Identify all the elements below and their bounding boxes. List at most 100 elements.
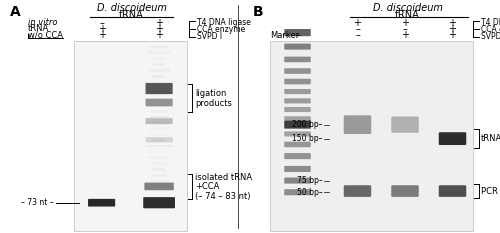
- Bar: [153, 139, 166, 142]
- Text: tRNA: tRNA: [28, 24, 49, 33]
- Bar: [152, 162, 166, 165]
- Text: –: –: [99, 18, 104, 27]
- Text: D. discoideum: D. discoideum: [372, 3, 442, 14]
- FancyBboxPatch shape: [284, 79, 311, 84]
- Text: (– 74 – 83 nt): (– 74 – 83 nt): [195, 192, 250, 201]
- FancyBboxPatch shape: [439, 185, 466, 197]
- Bar: [148, 127, 170, 130]
- Text: –: –: [355, 30, 360, 40]
- Text: tRNA: tRNA: [395, 10, 420, 21]
- FancyBboxPatch shape: [391, 185, 419, 197]
- Text: –: –: [402, 24, 407, 34]
- Text: +CCA: +CCA: [195, 182, 219, 191]
- Text: SVPD I: SVPD I: [197, 32, 222, 41]
- FancyBboxPatch shape: [146, 83, 172, 94]
- FancyBboxPatch shape: [284, 142, 311, 147]
- Text: 50 bp–: 50 bp–: [297, 188, 322, 197]
- Text: –: –: [355, 24, 360, 34]
- FancyBboxPatch shape: [284, 57, 311, 62]
- FancyBboxPatch shape: [284, 29, 311, 36]
- FancyBboxPatch shape: [391, 116, 419, 133]
- Bar: [270, 41, 472, 231]
- Bar: [149, 185, 170, 188]
- FancyBboxPatch shape: [143, 197, 175, 208]
- Bar: [148, 133, 170, 136]
- Text: D. discoideum: D. discoideum: [96, 3, 166, 14]
- FancyBboxPatch shape: [146, 99, 172, 106]
- Text: w/o CCA: w/o CCA: [28, 31, 63, 40]
- Text: 200 bp–: 200 bp–: [292, 120, 322, 129]
- FancyBboxPatch shape: [284, 121, 311, 129]
- FancyBboxPatch shape: [284, 166, 311, 172]
- Bar: [153, 75, 165, 78]
- Text: 150 bp–: 150 bp–: [292, 134, 322, 143]
- Bar: [151, 92, 168, 95]
- Text: tRNA: tRNA: [119, 10, 144, 21]
- Text: CCA enzyme: CCA enzyme: [197, 25, 246, 34]
- FancyBboxPatch shape: [344, 185, 371, 197]
- Text: +: +: [448, 30, 456, 40]
- Text: +: +: [155, 24, 163, 34]
- FancyBboxPatch shape: [284, 107, 311, 112]
- Text: +: +: [401, 18, 409, 27]
- Bar: [153, 168, 165, 171]
- FancyBboxPatch shape: [284, 89, 311, 94]
- Bar: [148, 104, 170, 107]
- Text: T4 DNA ligase: T4 DNA ligase: [481, 18, 500, 27]
- FancyBboxPatch shape: [88, 199, 115, 207]
- Text: +: +: [354, 18, 362, 27]
- Text: –: –: [295, 30, 300, 40]
- FancyBboxPatch shape: [284, 189, 311, 195]
- Text: +: +: [98, 24, 106, 34]
- Text: Marker: Marker: [270, 31, 299, 40]
- FancyBboxPatch shape: [439, 132, 466, 145]
- FancyBboxPatch shape: [146, 118, 172, 124]
- FancyBboxPatch shape: [284, 44, 311, 50]
- Text: +: +: [401, 30, 409, 40]
- Bar: [150, 46, 168, 48]
- Bar: [150, 116, 169, 118]
- Bar: [74, 41, 186, 231]
- Text: tRNA: tRNA: [481, 134, 500, 143]
- Bar: [153, 63, 166, 66]
- FancyBboxPatch shape: [284, 98, 311, 103]
- Bar: [151, 110, 167, 113]
- FancyBboxPatch shape: [146, 137, 172, 142]
- Bar: [150, 98, 169, 101]
- Text: in vitro: in vitro: [28, 18, 58, 27]
- Bar: [152, 174, 167, 177]
- Text: products: products: [195, 99, 232, 108]
- Text: ligation: ligation: [195, 89, 226, 98]
- Bar: [148, 51, 171, 54]
- FancyBboxPatch shape: [144, 183, 174, 190]
- Bar: [148, 156, 171, 159]
- Text: +: +: [448, 24, 456, 34]
- Bar: [152, 57, 166, 60]
- Bar: [151, 151, 168, 153]
- Text: CCA enzyme: CCA enzyme: [481, 25, 500, 34]
- Text: +: +: [155, 18, 163, 27]
- Text: T4 DNA ligase: T4 DNA ligase: [197, 18, 251, 27]
- Text: B: B: [252, 5, 263, 19]
- Bar: [151, 180, 168, 182]
- Text: +: +: [155, 30, 163, 40]
- FancyBboxPatch shape: [284, 116, 311, 121]
- Text: – 73 nt –: – 73 nt –: [20, 198, 54, 207]
- FancyBboxPatch shape: [284, 68, 311, 74]
- FancyBboxPatch shape: [284, 178, 311, 184]
- Text: PCR primer: PCR primer: [481, 187, 500, 195]
- FancyBboxPatch shape: [284, 153, 311, 159]
- Text: SVPD I: SVPD I: [481, 32, 500, 41]
- Bar: [146, 81, 172, 83]
- Text: +: +: [98, 30, 106, 40]
- Text: A: A: [10, 5, 20, 19]
- Bar: [152, 121, 166, 124]
- Text: +: +: [448, 18, 456, 27]
- Bar: [146, 145, 172, 147]
- FancyBboxPatch shape: [344, 115, 371, 134]
- FancyBboxPatch shape: [284, 131, 311, 137]
- Text: 75 bp–: 75 bp–: [297, 176, 322, 185]
- Bar: [148, 69, 170, 72]
- Text: isolated tRNA: isolated tRNA: [195, 173, 252, 182]
- Bar: [152, 86, 166, 89]
